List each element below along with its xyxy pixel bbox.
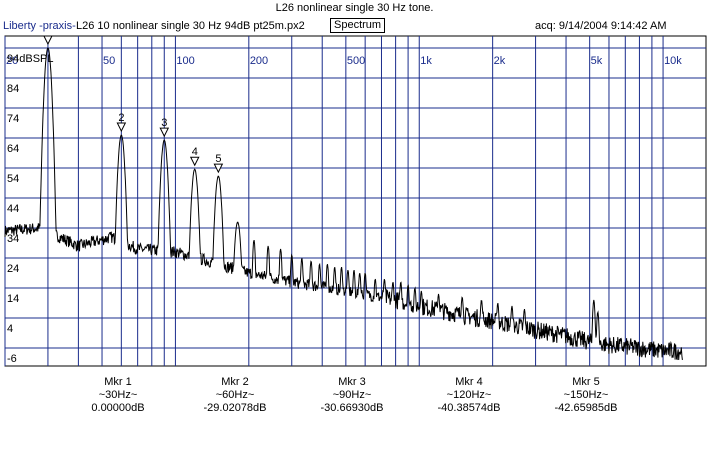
marker-readout-4: Mkr 4 ~120Hz~ -40.38574dB	[414, 376, 524, 415]
y-tick-label: 44	[7, 203, 19, 215]
x-tick-label: 10k	[664, 55, 682, 67]
marker-frequency: ~30Hz~	[98, 389, 138, 401]
marker-label: Mkr 3	[338, 376, 366, 388]
x-tick-label: 5k	[591, 55, 603, 67]
y-tick-label: 34	[7, 233, 19, 245]
marker-value: -29.02078dB	[203, 402, 267, 414]
marker-value: -42.65985dB	[554, 402, 618, 414]
x-tick-label: 500	[347, 55, 365, 67]
x-tick-label: 20	[6, 55, 18, 67]
marker-number-4: 4	[192, 146, 198, 158]
marker-number-3: 3	[161, 117, 167, 129]
marker-triangle-5	[213, 163, 224, 174]
y-tick-label: 4	[7, 323, 13, 335]
marker-label: Mkr 4	[455, 376, 483, 388]
plot-frame	[4, 35, 707, 367]
y-tick-label: 74	[7, 113, 19, 125]
marker-frequency: ~150Hz~	[563, 389, 609, 401]
y-tick-label: 84	[7, 83, 19, 95]
marker-frequency: ~60Hz~	[215, 389, 255, 401]
mode-badge[interactable]: Spectrum	[330, 18, 386, 33]
file-name: L26 10 nonlinear single 30 Hz 94dB pt25m…	[76, 20, 305, 32]
marker-label: Mkr 1	[104, 376, 132, 388]
y-tick-label: 94dBSPL	[7, 53, 53, 65]
y-tick-label: -6	[7, 353, 17, 365]
marker-value: -30.66930dB	[320, 402, 384, 414]
marker-triangle-3	[159, 127, 170, 138]
x-tick-label: 1k	[420, 55, 432, 67]
marker-triangle-4	[189, 156, 200, 167]
marker-frequency: ~120Hz~	[446, 389, 492, 401]
marker-readout-1: Mkr 1 ~30Hz~ 0.00000dB	[63, 376, 173, 415]
x-tick-label: 100	[176, 55, 194, 67]
chart-title: L26 nonlinear single 30 Hz tone.	[275, 2, 434, 14]
x-tick-label: 200	[250, 55, 268, 67]
app-name: Liberty -praxis-	[3, 20, 76, 32]
marker-frequency: ~90Hz~	[332, 389, 372, 401]
y-tick-label: 54	[7, 173, 19, 185]
y-tick-label: 24	[7, 263, 19, 275]
marker-readout-5: Mkr 5 ~150Hz~ -42.65985dB	[531, 376, 641, 415]
marker-label: Mkr 5	[572, 376, 600, 388]
marker-triangle-1	[43, 35, 53, 46]
y-tick-label: 64	[7, 143, 19, 155]
marker-readout-2: Mkr 2 ~60Hz~ -29.02078dB	[180, 376, 290, 415]
acquisition-timestamp: acq: 9/14/2004 9:14:42 AM	[535, 20, 667, 32]
marker-value: -40.38574dB	[437, 402, 501, 414]
x-tick-label: 2k	[494, 55, 506, 67]
y-tick-label: 14	[7, 293, 19, 305]
marker-number-5: 5	[215, 153, 221, 165]
marker-value: 0.00000dB	[91, 402, 145, 414]
marker-triangle-2	[116, 122, 127, 133]
x-tick-label: 50	[103, 55, 115, 67]
marker-readout-3: Mkr 3 ~90Hz~ -30.66930dB	[297, 376, 407, 415]
spectrum-trace	[4, 47, 683, 361]
marker-label: Mkr 2	[221, 376, 249, 388]
marker-number-2: 2	[118, 112, 124, 124]
